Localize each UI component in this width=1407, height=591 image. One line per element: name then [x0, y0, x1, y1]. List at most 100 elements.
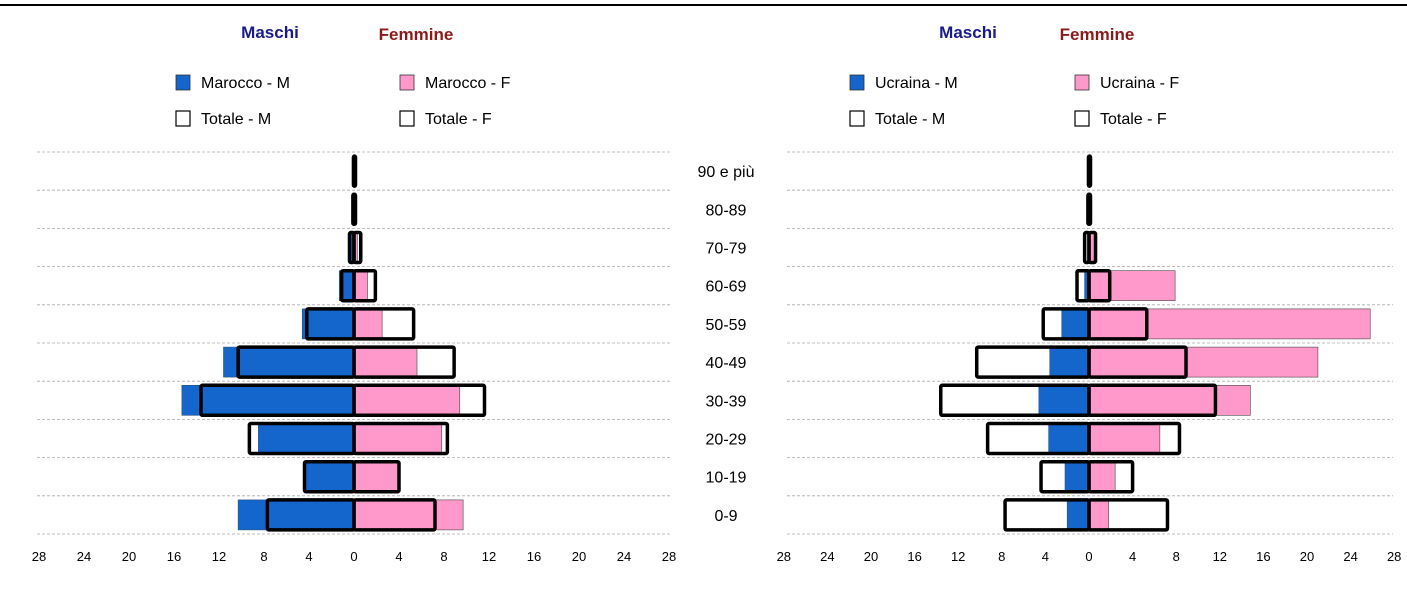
chart-1-x-tick-label: 24: [77, 549, 91, 564]
chart-1-bar-outline-total-f: [352, 421, 450, 456]
chart-1-legend-label-total-m: Totale - M: [201, 111, 271, 128]
chart-2-bar-country-f: [1088, 461, 1116, 493]
chart-2-bar-outline-total-f: [1087, 459, 1135, 494]
chart-1-bar-outline-total-f: [352, 459, 401, 494]
chart-2-legend-label-country-m: Ucraina - M: [875, 75, 958, 92]
chart-2-legend-label-country-f: Ucraina - F: [1100, 75, 1179, 92]
chart-2-legend-swatch-country-m: [849, 74, 865, 91]
chart-2-x-tick-label: 12: [951, 549, 965, 564]
age-group-label: 50-59: [706, 317, 747, 334]
chart-1-x-tick-label: 24: [617, 549, 631, 564]
chart-1-x-tick-label: 8: [260, 549, 267, 564]
chart-1-bar-country-m: [305, 461, 355, 493]
chart-1-x-tick-label: 28: [32, 549, 46, 564]
chart-2-legend-label-total-f: Totale - F: [1100, 111, 1167, 128]
chart-1-legend-swatch-country-f: [399, 74, 415, 91]
chart-2-x-tick-label: 4: [1042, 549, 1049, 564]
chart-1-bar-country-f: [353, 499, 464, 531]
chart-1-bar-country-m: [223, 346, 355, 378]
chart-1-bar-country-m: [237, 499, 355, 531]
chart-1-bar-outline-total-f: [352, 230, 363, 265]
chart-1-bar-outline-total-f: [352, 345, 456, 379]
age-group-label: 70-79: [706, 241, 747, 258]
chart-2-bar-country-f: [1088, 270, 1176, 302]
chart-1-header-female: Femmine: [379, 25, 454, 44]
chart-2-legend-swatch-country-f: [1074, 74, 1090, 91]
chart-2-bar-outline-total-f: [1087, 230, 1098, 265]
chart-1-bar-country-f: [353, 346, 418, 378]
chart-2-legend-label-total-m: Totale - M: [875, 111, 945, 128]
chart-2-x-tick-label: 24: [820, 549, 834, 564]
chart-2-x-tick-label: 12: [1213, 549, 1227, 564]
chart-2-header-female: Femmine: [1060, 25, 1135, 44]
chart-2-x-tick-label: 20: [864, 549, 878, 564]
age-group-label: 90 e più: [698, 164, 755, 181]
chart-2-bar-outline-total-f: [1087, 498, 1170, 532]
chart-1-legend-swatch-total-m: [175, 110, 191, 127]
chart-2-legend-swatch-total-m: [849, 110, 865, 127]
age-group-label: 60-69: [706, 279, 747, 296]
chart-1-bar-country-f: [353, 423, 443, 454]
chart-2-bar-outline-total-f: [1087, 307, 1149, 341]
chart-1-bar-outline-total-f: [352, 307, 416, 341]
chart-2-x-tick-label: 24: [1343, 549, 1357, 564]
chart-1-legend-swatch-country-m: [175, 74, 191, 91]
chart-1-legend-label-country-m: Marocco - M: [201, 75, 290, 92]
chart-2-bar-outline-total-f: [1087, 383, 1218, 418]
age-group-label: 10-19: [706, 470, 747, 487]
chart-1-x-tick-label: 4: [395, 549, 402, 564]
chart-2-x-tick-label: 16: [907, 549, 921, 564]
chart-2-bar-country-f: [1088, 499, 1109, 531]
chart-2-bar-country-f: [1088, 423, 1161, 454]
chart-1-legend-label-country-f: Marocco - F: [425, 75, 511, 92]
chart-2-bar-outline-total-f: [1087, 345, 1188, 379]
chart-2-bar-country-f: [1088, 384, 1251, 416]
chart-2-bar-outline-total-f: [1087, 192, 1093, 227]
chart-1-x-tick-label: 12: [482, 549, 496, 564]
chart-2-bar-country-f: [1088, 308, 1371, 340]
chart-2-bar-country-m: [1038, 384, 1090, 416]
chart-1-bar-outline-total-f: [352, 498, 437, 532]
chart-2-x-tick-label: 4: [1129, 549, 1136, 564]
age-group-label: 30-39: [706, 393, 747, 410]
chart-1-legend-label-total-f: Totale - F: [425, 111, 492, 128]
chart-1-x-tick-label: 20: [122, 549, 136, 564]
chart-1-legend-swatch-total-f: [399, 110, 415, 127]
chart-1-header-male: Maschi: [241, 23, 299, 42]
age-group-label: 40-49: [706, 355, 747, 372]
chart-1-bar-country-m: [258, 423, 355, 454]
chart-1-bar-outline-total-f: [352, 383, 487, 418]
chart-1-bar-country-m: [301, 308, 355, 340]
chart-2-bar-country-m: [1066, 499, 1090, 531]
chart-2-bar-country-m: [1049, 346, 1090, 378]
chart-2-x-tick-label: 8: [998, 549, 1005, 564]
chart-1-bar-country-f: [353, 384, 461, 416]
chart-1-x-tick-label: 28: [662, 549, 676, 564]
chart-2-x-tick-label: 0: [1085, 549, 1092, 564]
chart-2-bar-outline-total-f: [1087, 421, 1182, 456]
age-group-label: 20-29: [706, 432, 747, 449]
chart-2-bar-country-m: [1048, 423, 1090, 454]
chart-1-x-tick-label: 12: [212, 549, 226, 564]
chart-2-bar-country-m: [1064, 461, 1090, 493]
chart-2-bar-country-m: [1061, 308, 1090, 340]
chart-2-header-male: Maschi: [939, 23, 997, 42]
age-group-label: 0-9: [714, 508, 737, 525]
chart-1-bar-outline-total-f: [352, 154, 358, 188]
chart-2-x-tick-label: 16: [1256, 549, 1270, 564]
chart-2-bar-country-f: [1088, 346, 1319, 378]
age-group-label: 80-89: [706, 202, 747, 219]
chart-1-bar-country-f: [353, 270, 368, 302]
chart-1-bar-country-m: [181, 384, 355, 416]
chart-1-bar-country-f: [353, 308, 383, 340]
chart-1-bar-outline-total-f: [352, 268, 378, 303]
chart-2-legend-swatch-total-f: [1074, 110, 1090, 127]
chart-1-bar-country-f: [353, 461, 399, 493]
chart-1-x-tick-label: 16: [527, 549, 541, 564]
chart-1-x-tick-label: 20: [572, 549, 586, 564]
chart-1-bar-outline-total-f: [352, 192, 358, 227]
chart-2-bar-outline-total-f: [1087, 154, 1093, 188]
chart-1-x-tick-label: 0: [350, 549, 357, 564]
chart-1-x-tick-label: 8: [440, 549, 447, 564]
